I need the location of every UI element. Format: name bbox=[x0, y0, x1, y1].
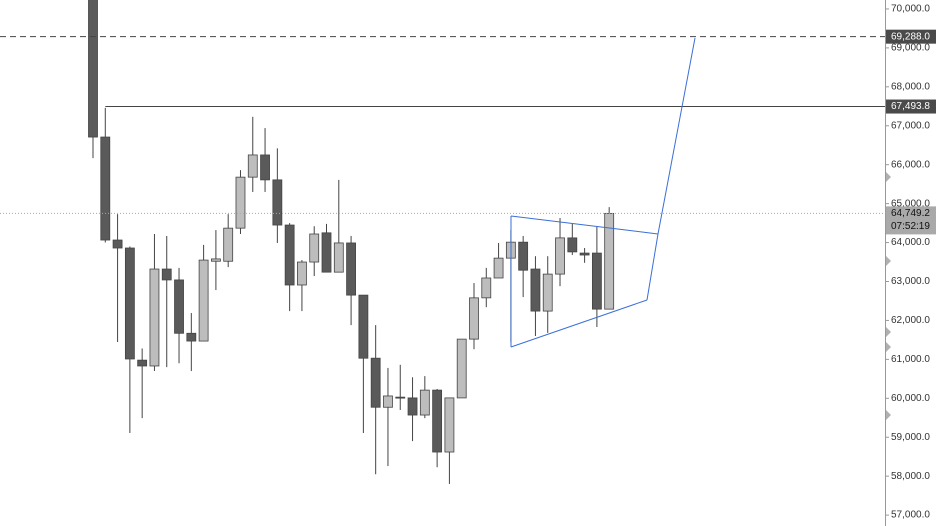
marker bbox=[886, 342, 891, 352]
candle-body bbox=[383, 395, 393, 408]
trend-line bbox=[510, 299, 648, 348]
candle-body bbox=[358, 294, 369, 359]
candle-body bbox=[518, 241, 529, 271]
candle-body bbox=[591, 252, 602, 310]
marker bbox=[886, 410, 891, 420]
candle-body bbox=[100, 136, 111, 241]
candle-body bbox=[419, 389, 430, 416]
candle-body bbox=[370, 357, 381, 408]
y-tick-label: 61,000.0 bbox=[891, 354, 930, 365]
candle-body bbox=[235, 176, 246, 229]
y-tick-label: 66,000.0 bbox=[891, 159, 930, 170]
plot-area bbox=[0, 0, 885, 484]
candle-body bbox=[542, 273, 553, 312]
candle-body bbox=[112, 239, 123, 249]
candle-body bbox=[469, 297, 479, 340]
triangle-drawing bbox=[510, 37, 696, 348]
y-tick-label: 59,000.0 bbox=[891, 432, 930, 443]
price-axis: 57,000.0 58,000.0 59,000.0 60,000.0 61,000.0… bbox=[885, 4, 936, 521]
y-tick-label: 70,000.0 bbox=[891, 4, 930, 15]
projection-line bbox=[646, 37, 696, 301]
y-tick-label: 64,000.0 bbox=[891, 237, 930, 248]
candle-body bbox=[223, 227, 234, 262]
candle-body bbox=[149, 268, 160, 367]
candle-body bbox=[161, 268, 172, 281]
candle-body bbox=[247, 154, 258, 178]
y-tick-label: 69,000.0 bbox=[891, 43, 930, 54]
price-label: 69,288.0 bbox=[891, 31, 930, 42]
candle-body bbox=[88, 0, 98, 138]
price-label-box bbox=[886, 99, 936, 114]
marker bbox=[886, 172, 891, 182]
marker bbox=[886, 327, 891, 337]
y-tick-label: 63,000.0 bbox=[891, 276, 930, 287]
candle-body bbox=[272, 179, 283, 226]
candle-body bbox=[530, 268, 541, 312]
last-price-label: 64,749.2 bbox=[891, 208, 930, 219]
candle-body bbox=[333, 242, 344, 273]
last-price-box bbox=[886, 206, 936, 235]
candle-body bbox=[407, 397, 418, 416]
trend-line bbox=[510, 215, 659, 235]
candle-body bbox=[493, 257, 504, 279]
price-label-box bbox=[886, 29, 936, 44]
candle-body bbox=[297, 261, 307, 286]
axis-markers bbox=[886, 172, 891, 420]
candle-body bbox=[555, 237, 565, 275]
candle-body bbox=[456, 338, 467, 399]
candle-body bbox=[186, 332, 197, 342]
countdown-label: 07:52:19 bbox=[891, 221, 930, 232]
candle-body bbox=[444, 397, 455, 453]
price-label: 67,493.8 bbox=[891, 101, 930, 112]
candle-body bbox=[432, 389, 443, 453]
candle-body bbox=[198, 259, 209, 342]
candle-body bbox=[395, 396, 406, 399]
candle-body bbox=[321, 232, 332, 273]
candle-body bbox=[284, 224, 295, 286]
y-tick-label: 62,000.0 bbox=[891, 315, 930, 326]
marker bbox=[886, 256, 891, 266]
candle-body bbox=[124, 247, 135, 360]
candle-body bbox=[481, 277, 492, 299]
y-tick-label: 60,000.0 bbox=[891, 393, 930, 404]
y-tick-label: 57,000.0 bbox=[891, 510, 930, 521]
y-tick-label: 68,000.0 bbox=[891, 81, 930, 92]
y-tick-label: 58,000.0 bbox=[891, 471, 930, 482]
candle-body bbox=[210, 258, 221, 262]
candle-body bbox=[137, 359, 148, 367]
candle-body bbox=[567, 237, 578, 253]
candle-body bbox=[309, 233, 320, 263]
candle-body bbox=[174, 279, 184, 334]
candle-body bbox=[579, 252, 590, 256]
candle-body bbox=[260, 154, 270, 181]
y-tick-label: 67,000.0 bbox=[891, 120, 930, 131]
y-tick-label: 65,000.0 bbox=[891, 198, 930, 209]
candle-body bbox=[346, 242, 356, 296]
